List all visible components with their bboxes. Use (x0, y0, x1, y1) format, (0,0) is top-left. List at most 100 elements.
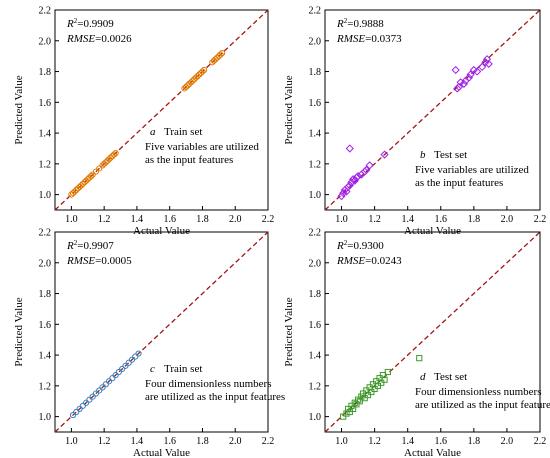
x-tick-label: 1.8 (468, 436, 481, 447)
data-point (83, 399, 90, 406)
r2-value: =0.9300 (347, 240, 384, 252)
data-point (182, 83, 190, 91)
x-tick-label: 1.6 (163, 214, 176, 225)
y-tick-label: 1.8 (309, 289, 322, 300)
data-point (79, 402, 86, 409)
y-tick-label: 2.0 (39, 258, 52, 269)
note-line: Four dimensionless numbers (415, 386, 542, 398)
y-tick-label: 1.6 (309, 98, 322, 109)
y-tick-label: 1.8 (39, 289, 52, 300)
data-point (189, 77, 196, 84)
panel-b: 1.0 1.2 1.4 1.6 1.8 2.0 2.2 1.0 1.2 1.4 1.6 1.8 2.0 2… (283, 6, 546, 238)
data-point (102, 159, 109, 166)
r2-annotation: R2=0.9909 (66, 17, 114, 30)
data-point (384, 368, 391, 376)
data-point (71, 188, 78, 195)
y-axis-title: Predicted Value (13, 75, 25, 144)
r2-annotation: R2=0.9907 (66, 239, 114, 252)
x-tick-label: 1.2 (368, 214, 381, 225)
data-point (197, 69, 204, 77)
x-tick-label: 1.4 (131, 436, 144, 447)
y-tick-label: 1.8 (309, 67, 322, 78)
x-tick-label: 1.6 (435, 214, 448, 225)
y-tick-label: 1.4 (39, 129, 52, 140)
x-axis-title: Actual Value (404, 447, 461, 458)
rmse-annotation: RMSE=0.0373 (336, 33, 402, 45)
data-point (89, 171, 96, 178)
data-point (339, 188, 348, 198)
y-axis-title: Predicted Value (283, 75, 295, 144)
data-point (219, 49, 226, 57)
data-point (187, 79, 195, 86)
data-point (105, 378, 113, 385)
data-point (79, 180, 86, 187)
data-point (181, 85, 188, 92)
panel-letter: b (420, 149, 426, 161)
rmse-annotation: RMSE=0.0005 (66, 255, 132, 267)
r2-value: =0.9909 (77, 18, 114, 30)
y-tick-label: 1.4 (309, 351, 322, 362)
y-tick-label: 2.0 (39, 36, 52, 47)
panel-letter: d (420, 371, 426, 383)
data-point (353, 172, 363, 181)
note-line: Five variables are utilized (145, 141, 259, 153)
panel-a: 1.0 1.2 1.4 1.6 1.8 2.0 2.2 1.0 1.2 1.4 1.6 1.8 2.0 2… (13, 6, 274, 238)
data-point (74, 185, 82, 192)
note-line: are utilized as the input features (145, 391, 285, 403)
y-tick-label: 1.0 (309, 412, 322, 423)
data-point (92, 390, 100, 397)
data-point (135, 350, 142, 357)
rmse-value: =0.0243 (365, 255, 402, 267)
plot-frame (324, 9, 541, 211)
data-point (96, 165, 103, 172)
data-point (214, 54, 221, 61)
data-point (466, 70, 475, 79)
data-point (128, 356, 136, 363)
data-point (350, 176, 359, 185)
x-tick-label: 1.4 (131, 214, 144, 225)
x-tick-label: 2.2 (262, 214, 275, 225)
data-point (109, 153, 116, 160)
y-tick-label: 1.2 (309, 159, 322, 170)
y-axis-title: Predicted Value (13, 297, 25, 366)
data-point (416, 355, 423, 362)
y-tick-label: 1.0 (309, 190, 322, 201)
set-label: Train set (164, 126, 202, 138)
x-axis-title: Actual Value (404, 225, 461, 237)
data-point (184, 82, 191, 89)
data-point (210, 57, 218, 64)
data-point (78, 182, 85, 189)
x-tick-label: 1.6 (435, 436, 448, 447)
y-tick-label: 1.6 (39, 320, 52, 331)
x-tick-label: 1.2 (98, 214, 111, 225)
data-point (122, 362, 129, 369)
rmse-annotation: RMSE=0.0026 (66, 33, 132, 45)
data-point (68, 191, 75, 198)
data-point (119, 365, 126, 373)
y-tick-label: 1.4 (39, 351, 52, 362)
data-point (337, 192, 346, 201)
note-line: Four dimensionless numbers (145, 378, 272, 390)
y-tick-label: 2.2 (39, 6, 52, 17)
y-tick-label: 1.6 (39, 98, 52, 109)
y-tick-label: 1.2 (39, 159, 52, 170)
data-point (352, 173, 361, 182)
data-point (381, 376, 388, 383)
data-point (84, 176, 91, 183)
x-tick-label: 1.6 (163, 436, 176, 447)
y-axis-title: Predicted Value (283, 297, 295, 366)
data-point (92, 168, 100, 175)
panel-d: 1.0 1.2 1.4 1.6 1.8 2.0 2.2 1.0 1.2 1.4 1.6 1.8 2.0 2… (283, 228, 550, 458)
note-line: are utilized as the input features (415, 399, 550, 411)
data-point (360, 167, 369, 176)
y-tick-label: 2.2 (309, 228, 322, 239)
x-axis-title: Actual Value (133, 225, 190, 237)
data-point (365, 161, 374, 170)
data-point (89, 393, 96, 400)
y-tick-label: 2.0 (309, 258, 322, 269)
data-point (199, 68, 206, 75)
data-point (132, 353, 139, 360)
data-point (194, 73, 201, 80)
x-tick-label: 1.2 (368, 436, 381, 447)
data-point (347, 178, 356, 187)
